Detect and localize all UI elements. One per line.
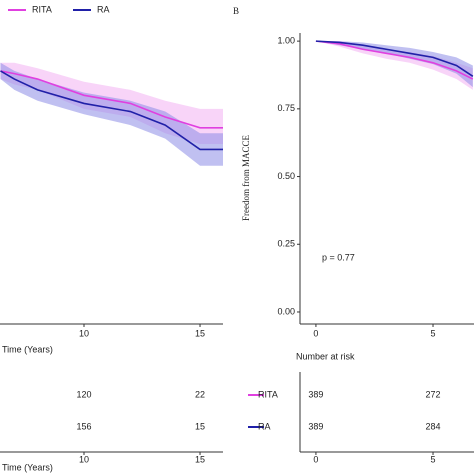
x-tick-label: 0: [313, 328, 318, 338]
risk-x-axis-label: Time (Years): [2, 462, 53, 472]
risk-count: 284: [426, 421, 441, 431]
x-tick-label: 10: [79, 328, 89, 338]
survival-curve: [0, 70, 223, 151]
risk-count: 15: [195, 421, 205, 431]
p-value: p = 0.77: [322, 252, 355, 262]
x-tick-label: 5: [431, 328, 436, 338]
x-axis-label: Time (Years): [2, 344, 53, 354]
risk-x-tick-label: 15: [195, 454, 205, 464]
risk-row-name: RITA: [258, 389, 278, 399]
x-tick-label: 15: [195, 328, 205, 338]
confidence-band: [315, 41, 473, 88]
risk-count: 272: [426, 389, 441, 399]
y-axis-label: Freedom from MACCE: [241, 135, 251, 221]
risk-row-name: RA: [258, 421, 271, 431]
risk-count: 389: [308, 421, 323, 431]
plot-area: [315, 40, 474, 90]
risk-count: 22: [195, 389, 205, 399]
y-tick-label: 0.00: [277, 306, 295, 316]
legend-label: RITA: [32, 4, 52, 14]
survival-curve: [0, 70, 223, 129]
y-tick-label: 0.75: [277, 103, 295, 113]
panel-label: B: [233, 6, 239, 16]
risk-table-title: Number at risk: [296, 351, 355, 361]
y-tick-label: 0.25: [277, 239, 295, 249]
legend-label: RA: [97, 4, 110, 14]
survival-curve: [315, 40, 474, 80]
survival-curve: [315, 40, 474, 78]
risk-x-tick-label: 10: [79, 454, 89, 464]
confidence-band: [0, 62, 223, 166]
risk-x-tick-label: 5: [431, 454, 436, 464]
y-tick-label: 0.50: [277, 171, 295, 181]
y-tick-label: 1.00: [277, 36, 295, 46]
risk-count: 389: [308, 389, 323, 399]
plot-area: [0, 62, 223, 166]
risk-count: 120: [76, 389, 91, 399]
risk-count: 156: [76, 421, 91, 431]
risk-x-tick-label: 0: [313, 454, 318, 464]
